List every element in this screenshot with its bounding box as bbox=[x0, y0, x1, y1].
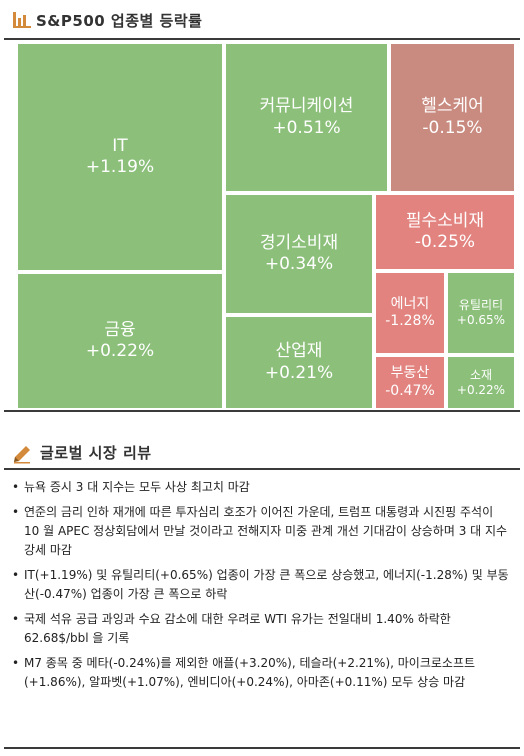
treemap-tile: 경기소비재 +0.34% bbox=[224, 193, 374, 315]
sector-change: +1.19% bbox=[85, 157, 155, 177]
sector-change: -0.47% bbox=[385, 382, 435, 399]
review-header-rule bbox=[4, 468, 520, 470]
sector-name: IT bbox=[112, 135, 128, 156]
sector-name: 산업재 bbox=[275, 341, 323, 362]
review-title: 글로벌 시장 리뷰 bbox=[40, 444, 152, 462]
sector-name: 에너지 bbox=[390, 295, 430, 312]
review-header: 글로벌 시장 리뷰 bbox=[0, 436, 524, 468]
review-item: 뉴욕 증시 3 대 지수는 모두 사상 최고치 마감 bbox=[12, 478, 512, 497]
review-item: 국제 석유 공급 과잉과 수요 감소에 대한 우려로 WTI 유가는 전일대비 … bbox=[12, 610, 512, 648]
treemap-tile: 헬스케어 -0.15% bbox=[389, 42, 516, 193]
treemap-tile: 금융 +0.22% bbox=[16, 272, 224, 410]
sector-change: +0.22% bbox=[456, 382, 506, 397]
sector-name: 커뮤니케이션 bbox=[259, 96, 354, 117]
sector-name: 필수소비재 bbox=[405, 210, 485, 231]
sector-name: 유틸리티 bbox=[458, 298, 504, 312]
sector-treemap: IT +1.19% 금융 +0.22% 커뮤니케이션 +0.51% 헬스케어 -0.15% 경기… bbox=[16, 42, 516, 410]
treemap-tile: 필수소비재 -0.25% bbox=[374, 193, 516, 271]
footer-rule bbox=[4, 747, 520, 749]
sector-change: -0.25% bbox=[414, 232, 476, 252]
sector-change: +0.22% bbox=[85, 341, 155, 361]
sector-change: +0.65% bbox=[456, 313, 506, 327]
treemap-tile: IT +1.19% bbox=[16, 42, 224, 272]
sector-name: 소재 bbox=[469, 367, 493, 382]
pencil-icon bbox=[12, 442, 34, 464]
treemap-tile: 유틸리티 +0.65% bbox=[446, 271, 516, 355]
sector-change: +0.51% bbox=[272, 117, 341, 138]
sector-name: 금융 bbox=[104, 319, 136, 340]
bar-chart-icon bbox=[12, 10, 32, 30]
treemap-tile: 커뮤니케이션 +0.51% bbox=[224, 42, 389, 193]
chart-header: S&P500 업종별 등락률 bbox=[0, 4, 524, 36]
review-item: 연준의 금리 인하 재개에 따른 투자심리 호조가 이어진 가운데, 트럼프 대… bbox=[12, 503, 512, 560]
treemap-tile: 산업재 +0.21% bbox=[224, 315, 374, 410]
treemap-bottom-rule bbox=[4, 410, 520, 412]
review-body: 뉴욕 증시 3 대 지수는 모두 사상 최고치 마감 연준의 금리 인하 재개에… bbox=[12, 478, 512, 698]
chart-title: S&P500 업종별 등락률 bbox=[36, 12, 203, 30]
sector-name: 헬스케어 bbox=[421, 96, 484, 117]
sector-change: +0.34% bbox=[264, 254, 334, 274]
review-item: M7 종목 중 메타(-0.24%)를 제외한 애플(+3.20%), 테슬라(… bbox=[12, 654, 512, 692]
sector-change: -1.28% bbox=[385, 313, 435, 329]
sector-change: +0.21% bbox=[264, 362, 334, 383]
review-item: IT(+1.19%) 및 유틸리티(+0.65%) 업종이 가장 큰 폭으로 상… bbox=[12, 566, 512, 604]
treemap-tile: 부동산 -0.47% bbox=[374, 355, 446, 410]
sector-name: 부동산 bbox=[390, 365, 430, 381]
treemap-tile: 에너지 -1.28% bbox=[374, 271, 446, 355]
review-list: 뉴욕 증시 3 대 지수는 모두 사상 최고치 마감 연준의 금리 인하 재개에… bbox=[12, 478, 512, 692]
sector-name: 경기소비재 bbox=[259, 232, 339, 253]
header-rule bbox=[4, 38, 520, 40]
sector-change: -0.15% bbox=[422, 117, 483, 138]
treemap-tile: 소재 +0.22% bbox=[446, 355, 516, 410]
